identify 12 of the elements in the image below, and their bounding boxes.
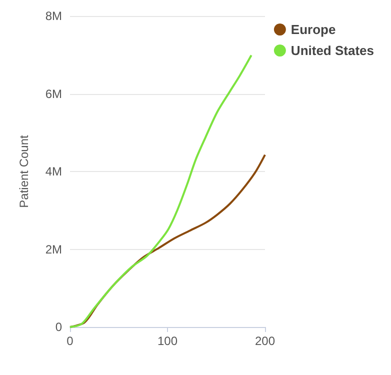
x-tick-label: 200	[254, 334, 276, 348]
y-tick-label: 0	[55, 320, 62, 334]
line-series	[69, 54, 252, 328]
legend-label: Europe	[290, 22, 336, 37]
x-tick-label: 100	[157, 334, 178, 348]
x-tick-label: 0	[66, 334, 74, 348]
legend-label: United States	[290, 43, 374, 58]
y-tick-label: 8M	[45, 9, 62, 23]
y-tick-label: 2M	[45, 242, 62, 256]
y-tick-label: 6M	[45, 86, 62, 101]
y-tick-label: 4M	[45, 164, 62, 178]
y-axis-title: Patient Count	[17, 134, 31, 208]
